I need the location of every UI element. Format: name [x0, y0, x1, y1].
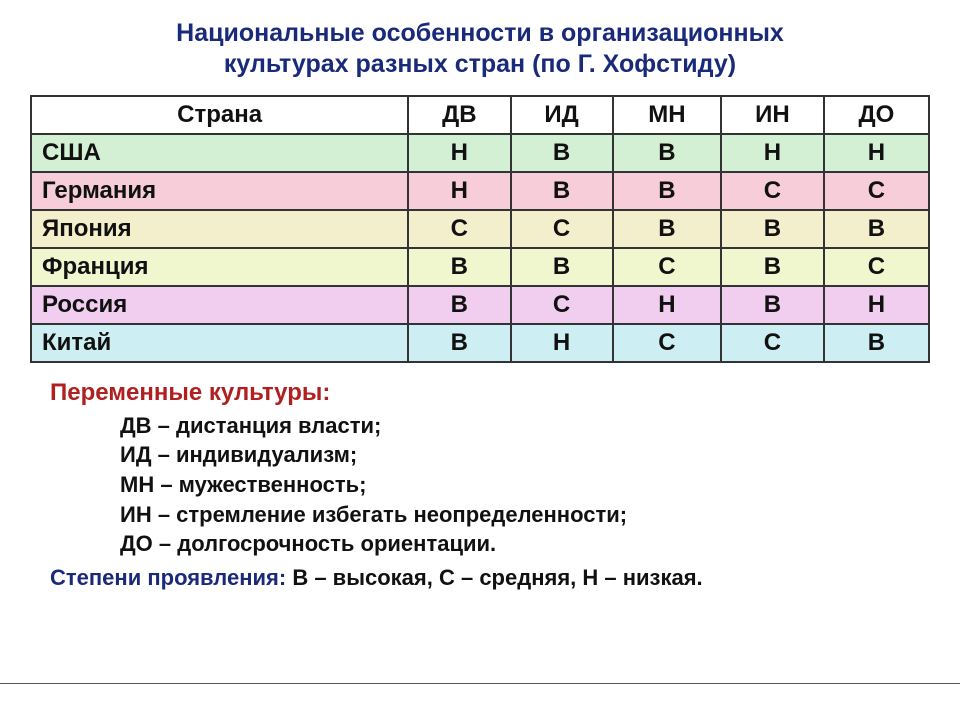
- value-cell: С: [613, 324, 721, 362]
- value-cell: Н: [408, 172, 510, 210]
- table-row: КитайВНССВ: [31, 324, 929, 362]
- value-cell: В: [408, 324, 510, 362]
- hofstede-table: Страна ДВ ИД МН ИН ДО СШАНВВННГерманияНВ…: [30, 95, 930, 363]
- table-header-row: Страна ДВ ИД МН ИН ДО: [31, 96, 929, 134]
- col-id: ИД: [511, 96, 613, 134]
- value-cell: Н: [824, 134, 929, 172]
- table-row: ГерманияНВВСС: [31, 172, 929, 210]
- bottom-rule: [0, 683, 960, 684]
- table-row: ФранцияВВСВС: [31, 248, 929, 286]
- value-cell: Н: [824, 286, 929, 324]
- value-cell: С: [511, 210, 613, 248]
- country-cell: Россия: [31, 286, 408, 324]
- country-cell: Германия: [31, 172, 408, 210]
- legend-item: ИД – индивидуализм;: [50, 440, 930, 470]
- country-cell: США: [31, 134, 408, 172]
- title-line-2: культурах разных стран (по Г. Хофстиду): [224, 50, 736, 78]
- value-cell: Н: [721, 134, 824, 172]
- value-cell: В: [721, 286, 824, 324]
- legend-item: ДВ – дистанция власти;: [50, 411, 930, 441]
- value-cell: С: [824, 248, 929, 286]
- degree-label: Степени проявления:: [50, 565, 286, 590]
- degree-line: Степени проявления: В – высокая, С – сре…: [30, 565, 930, 591]
- legend-item: МН – мужественность;: [50, 470, 930, 500]
- legend-block: Переменные культуры: ДВ – дистанция влас…: [30, 379, 930, 559]
- title-line-1: Национальные особенности в организационн…: [176, 19, 784, 47]
- country-cell: Франция: [31, 248, 408, 286]
- legend-item: ИН – стремление избегать неопределенност…: [50, 500, 930, 530]
- table-row: СШАНВВНН: [31, 134, 929, 172]
- degree-values: В – высокая, С – средняя, Н – низкая.: [292, 565, 702, 590]
- col-mn: МН: [613, 96, 721, 134]
- value-cell: С: [721, 324, 824, 362]
- col-do: ДО: [824, 96, 929, 134]
- value-cell: В: [613, 210, 721, 248]
- value-cell: С: [511, 286, 613, 324]
- value-cell: Н: [613, 286, 721, 324]
- col-in: ИН: [721, 96, 824, 134]
- value-cell: В: [613, 172, 721, 210]
- table-row: РоссияВСНВН: [31, 286, 929, 324]
- value-cell: В: [613, 134, 721, 172]
- page-title: Национальные особенности в организационн…: [30, 18, 930, 81]
- legend-item: ДО – долгосрочность ориентации.: [50, 529, 930, 559]
- country-cell: Китай: [31, 324, 408, 362]
- legend-title: Переменные культуры:: [50, 379, 930, 407]
- value-cell: Н: [408, 134, 510, 172]
- value-cell: С: [408, 210, 510, 248]
- table-row: ЯпонияССВВВ: [31, 210, 929, 248]
- value-cell: В: [408, 248, 510, 286]
- value-cell: В: [511, 172, 613, 210]
- value-cell: В: [824, 210, 929, 248]
- value-cell: Н: [511, 324, 613, 362]
- col-country: Страна: [31, 96, 408, 134]
- value-cell: В: [511, 134, 613, 172]
- country-cell: Япония: [31, 210, 408, 248]
- value-cell: В: [824, 324, 929, 362]
- value-cell: В: [511, 248, 613, 286]
- value-cell: В: [721, 248, 824, 286]
- value-cell: В: [408, 286, 510, 324]
- col-dv: ДВ: [408, 96, 510, 134]
- value-cell: С: [824, 172, 929, 210]
- value-cell: В: [721, 210, 824, 248]
- value-cell: С: [721, 172, 824, 210]
- value-cell: С: [613, 248, 721, 286]
